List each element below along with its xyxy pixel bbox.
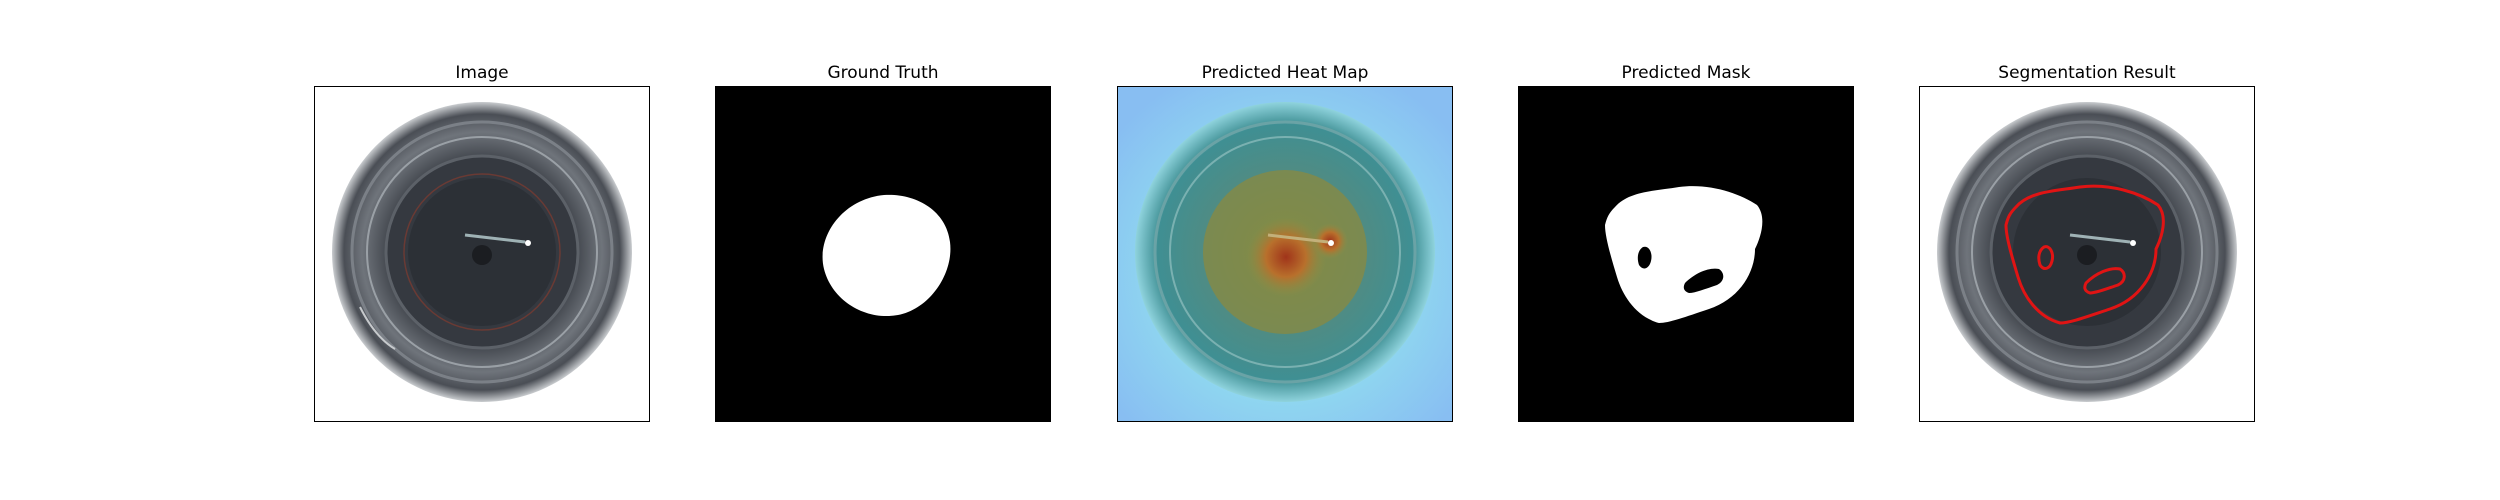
heat-map-image [1118,87,1452,421]
segmentation-image [1920,87,2254,421]
predicted-mask [1519,87,1853,421]
panel-segmentation-result: Segmentation Result [1919,62,2255,422]
predicted-mask-frame [1518,86,1854,422]
panel-title: Predicted Heat Map [1201,63,1369,83]
panel-title: Image [455,63,509,83]
panel-title: Predicted Mask [1621,63,1751,83]
bottle-photo [315,87,649,421]
panel-heat-map: Predicted Heat Map [1117,62,1453,422]
panel-title: Ground Truth [827,63,939,83]
ground-truth-region [822,194,951,317]
panel-image: Image [314,62,650,422]
heat-map-frame [1117,86,1453,422]
predicted-region [1605,186,1763,323]
ground-truth-mask [716,87,1050,421]
image-frame [314,86,650,422]
ground-truth-frame [715,86,1051,422]
panel-predicted-mask: Predicted Mask [1518,62,1854,422]
panel-title: Segmentation Result [1998,63,2176,83]
segmentation-contour [2004,184,2165,325]
panel-ground-truth: Ground Truth [715,62,1051,422]
segmentation-frame [1919,86,2255,422]
